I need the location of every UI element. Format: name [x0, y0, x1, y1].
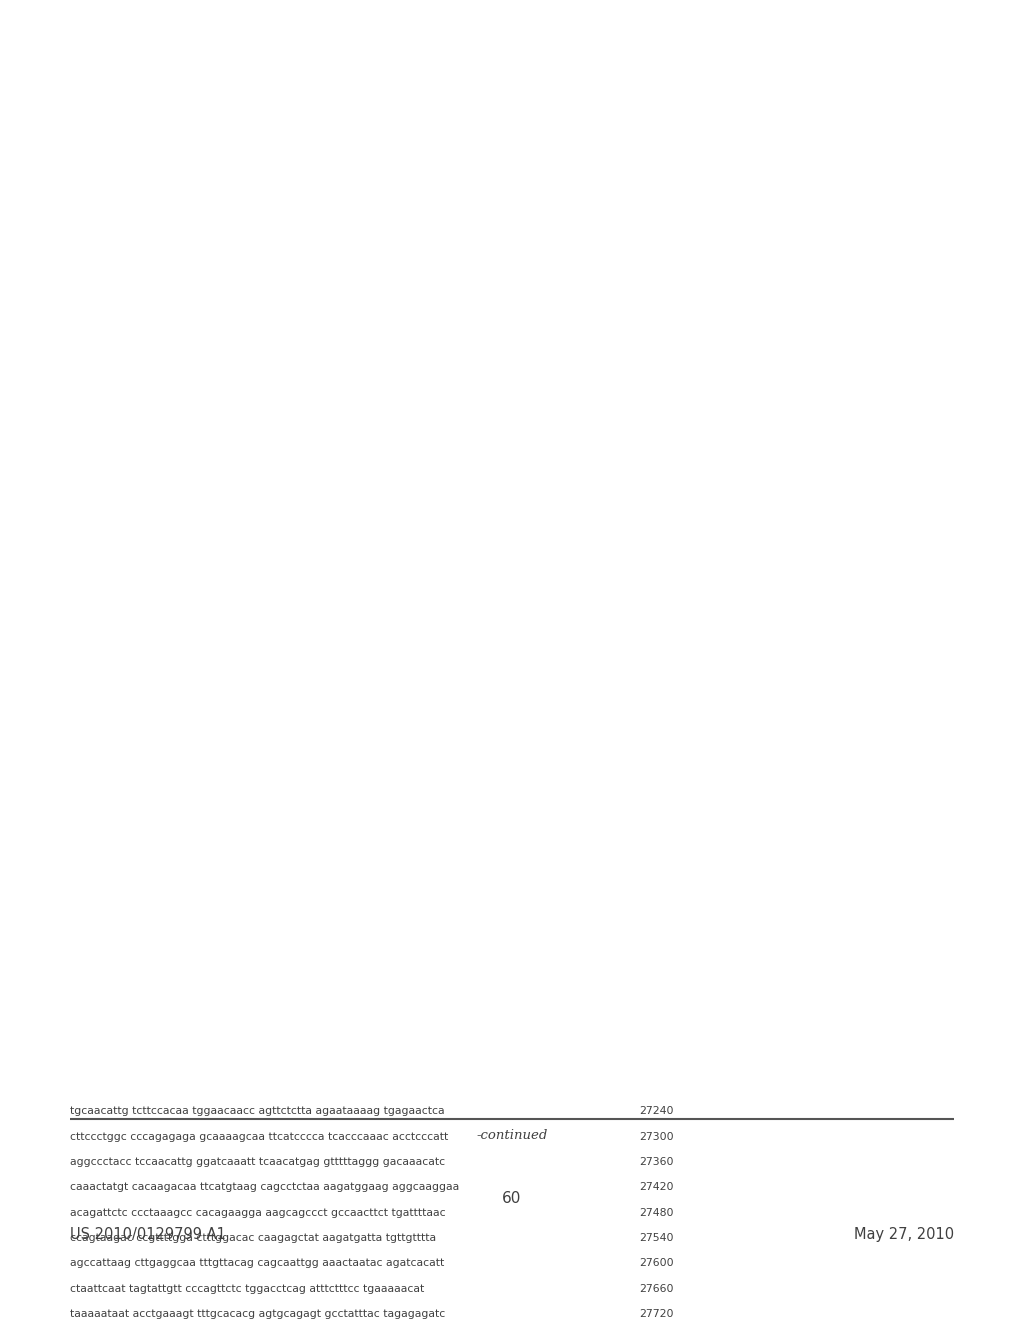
Text: ctaattcaat tagtattgtt cccagttctc tggacctcag atttctttcc tgaaaaacat: ctaattcaat tagtattgtt cccagttctc tggacct… [70, 1283, 424, 1294]
Text: US 2010/0129799 A1: US 2010/0129799 A1 [70, 1226, 225, 1242]
Text: agccattaag cttgaggcaa tttgttacag cagcaattgg aaactaatac agatcacatt: agccattaag cttgaggcaa tttgttacag cagcaat… [70, 1258, 443, 1269]
Text: 27300: 27300 [639, 1131, 674, 1142]
Text: aggccctacc tccaacattg ggatcaaatt tcaacatgag gtttttaggg gacaaacatc: aggccctacc tccaacattg ggatcaaatt tcaacat… [70, 1156, 444, 1167]
Text: ccagtaagac ccgttttgga ctttggacac caagagctat aagatgatta tgttgtttta: ccagtaagac ccgttttgga ctttggacac caagagc… [70, 1233, 436, 1243]
Text: -continued: -continued [476, 1129, 548, 1142]
Text: 27240: 27240 [639, 1106, 674, 1117]
Text: taaaaataat acctgaaagt tttgcacacg agtgcagagt gcctatttac tagagagatc: taaaaataat acctgaaagt tttgcacacg agtgcag… [70, 1309, 444, 1319]
Text: 27660: 27660 [639, 1283, 674, 1294]
Text: caaactatgt cacaagacaa ttcatgtaag cagcctctaa aagatggaag aggcaaggaa: caaactatgt cacaagacaa ttcatgtaag cagcctc… [70, 1183, 459, 1192]
Text: 27720: 27720 [639, 1309, 674, 1319]
Text: cttccctggc cccagagaga gcaaaagcaa ttcatcccca tcacccaaac acctcccatt: cttccctggc cccagagaga gcaaaagcaa ttcatcc… [70, 1131, 447, 1142]
Text: May 27, 2010: May 27, 2010 [854, 1226, 954, 1242]
Text: 27600: 27600 [639, 1258, 674, 1269]
Text: acagattctc ccctaaagcc cacagaagga aagcagccct gccaacttct tgattttaac: acagattctc ccctaaagcc cacagaagga aagcagc… [70, 1208, 445, 1217]
Text: 27540: 27540 [639, 1233, 674, 1243]
Text: 27480: 27480 [639, 1208, 674, 1217]
Text: 27360: 27360 [639, 1156, 674, 1167]
Text: tgcaacattg tcttccacaa tggaacaacc agttctctta agaataaaag tgagaactca: tgcaacattg tcttccacaa tggaacaacc agttctc… [70, 1106, 444, 1117]
Text: 60: 60 [503, 1191, 521, 1206]
Text: 27420: 27420 [639, 1183, 674, 1192]
